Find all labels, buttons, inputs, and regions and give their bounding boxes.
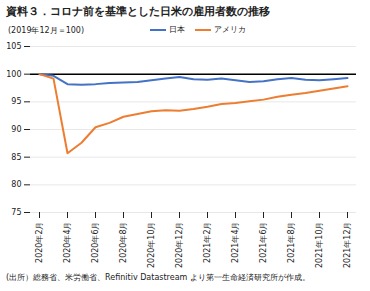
html-text:アメリカ: アメリカ xyxy=(214,25,246,34)
svg-text:75: 75 xyxy=(11,208,21,217)
html-text:資料３．コロナ前を基準とした日米の雇用者数の推移: 資料３．コロナ前を基準とした日米の雇用者数の推移 xyxy=(6,5,270,18)
svg-text:2020年10月: 2020年10月 xyxy=(147,222,156,269)
svg-text:2021年2月: 2021年2月 xyxy=(203,222,212,263)
svg-text:2020年8月: 2020年8月 xyxy=(119,222,128,263)
svg-text:105: 105 xyxy=(6,42,21,51)
svg-text:2020年2月: 2020年2月 xyxy=(35,222,44,263)
html-text:日本: 日本 xyxy=(169,25,185,34)
svg-text:2021年10月: 2021年10月 xyxy=(315,222,324,269)
svg-text:2021年4月: 2021年4月 xyxy=(231,222,240,263)
svg-text:2020年4月: 2020年4月 xyxy=(63,222,72,263)
svg-text:80: 80 xyxy=(11,180,21,189)
svg-text:2021年12月: 2021年12月 xyxy=(343,222,352,269)
html-text:(2019年12月＝100): (2019年12月＝100) xyxy=(8,26,85,35)
svg-text:100: 100 xyxy=(6,70,21,79)
svg-text:2021年6月: 2021年6月 xyxy=(259,222,268,263)
svg-text:2020年12月: 2020年12月 xyxy=(175,222,184,269)
html-text:(出所）総務省、米労働省、Refinitiv Datastr: (出所）総務省、米労働省、Refinitiv Datastream より第一生命… xyxy=(6,273,310,282)
svg-text:2021年8月: 2021年8月 xyxy=(287,222,296,263)
svg-text:95: 95 xyxy=(11,97,21,106)
svg-text:90: 90 xyxy=(11,125,21,134)
svg-text:2020年6月: 2020年6月 xyxy=(91,222,100,263)
svg-text:85: 85 xyxy=(11,153,21,162)
